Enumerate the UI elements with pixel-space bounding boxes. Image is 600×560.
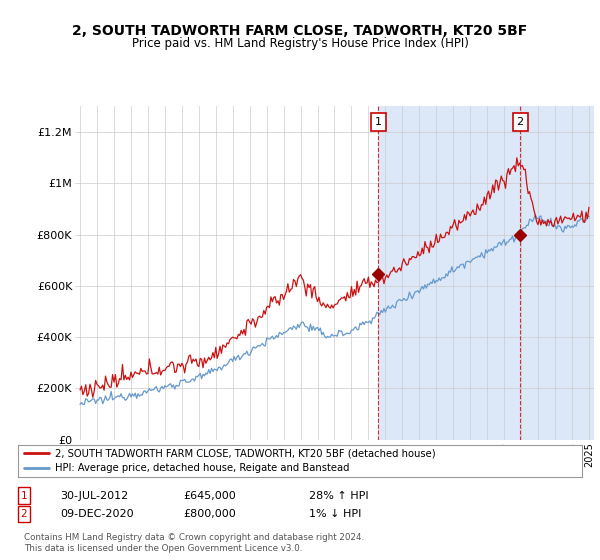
Text: 28% ↑ HPI: 28% ↑ HPI	[309, 491, 368, 501]
Text: 2: 2	[517, 117, 524, 127]
Text: HPI: Average price, detached house, Reigate and Banstead: HPI: Average price, detached house, Reig…	[55, 463, 349, 473]
Text: £645,000: £645,000	[183, 491, 236, 501]
Text: 1: 1	[375, 117, 382, 127]
Text: 2, SOUTH TADWORTH FARM CLOSE, TADWORTH, KT20 5BF: 2, SOUTH TADWORTH FARM CLOSE, TADWORTH, …	[73, 24, 527, 38]
Text: £800,000: £800,000	[183, 509, 236, 519]
Text: Price paid vs. HM Land Registry's House Price Index (HPI): Price paid vs. HM Land Registry's House …	[131, 37, 469, 50]
Text: 2, SOUTH TADWORTH FARM CLOSE, TADWORTH, KT20 5BF (detached house): 2, SOUTH TADWORTH FARM CLOSE, TADWORTH, …	[55, 449, 435, 459]
Bar	[379, 106, 598, 440]
Text: 1% ↓ HPI: 1% ↓ HPI	[309, 509, 361, 519]
Text: 2: 2	[20, 509, 28, 519]
Text: 30-JUL-2012: 30-JUL-2012	[60, 491, 128, 501]
Text: 09-DEC-2020: 09-DEC-2020	[60, 509, 134, 519]
Text: 1: 1	[20, 491, 28, 501]
Text: Contains HM Land Registry data © Crown copyright and database right 2024.
This d: Contains HM Land Registry data © Crown c…	[24, 533, 364, 553]
